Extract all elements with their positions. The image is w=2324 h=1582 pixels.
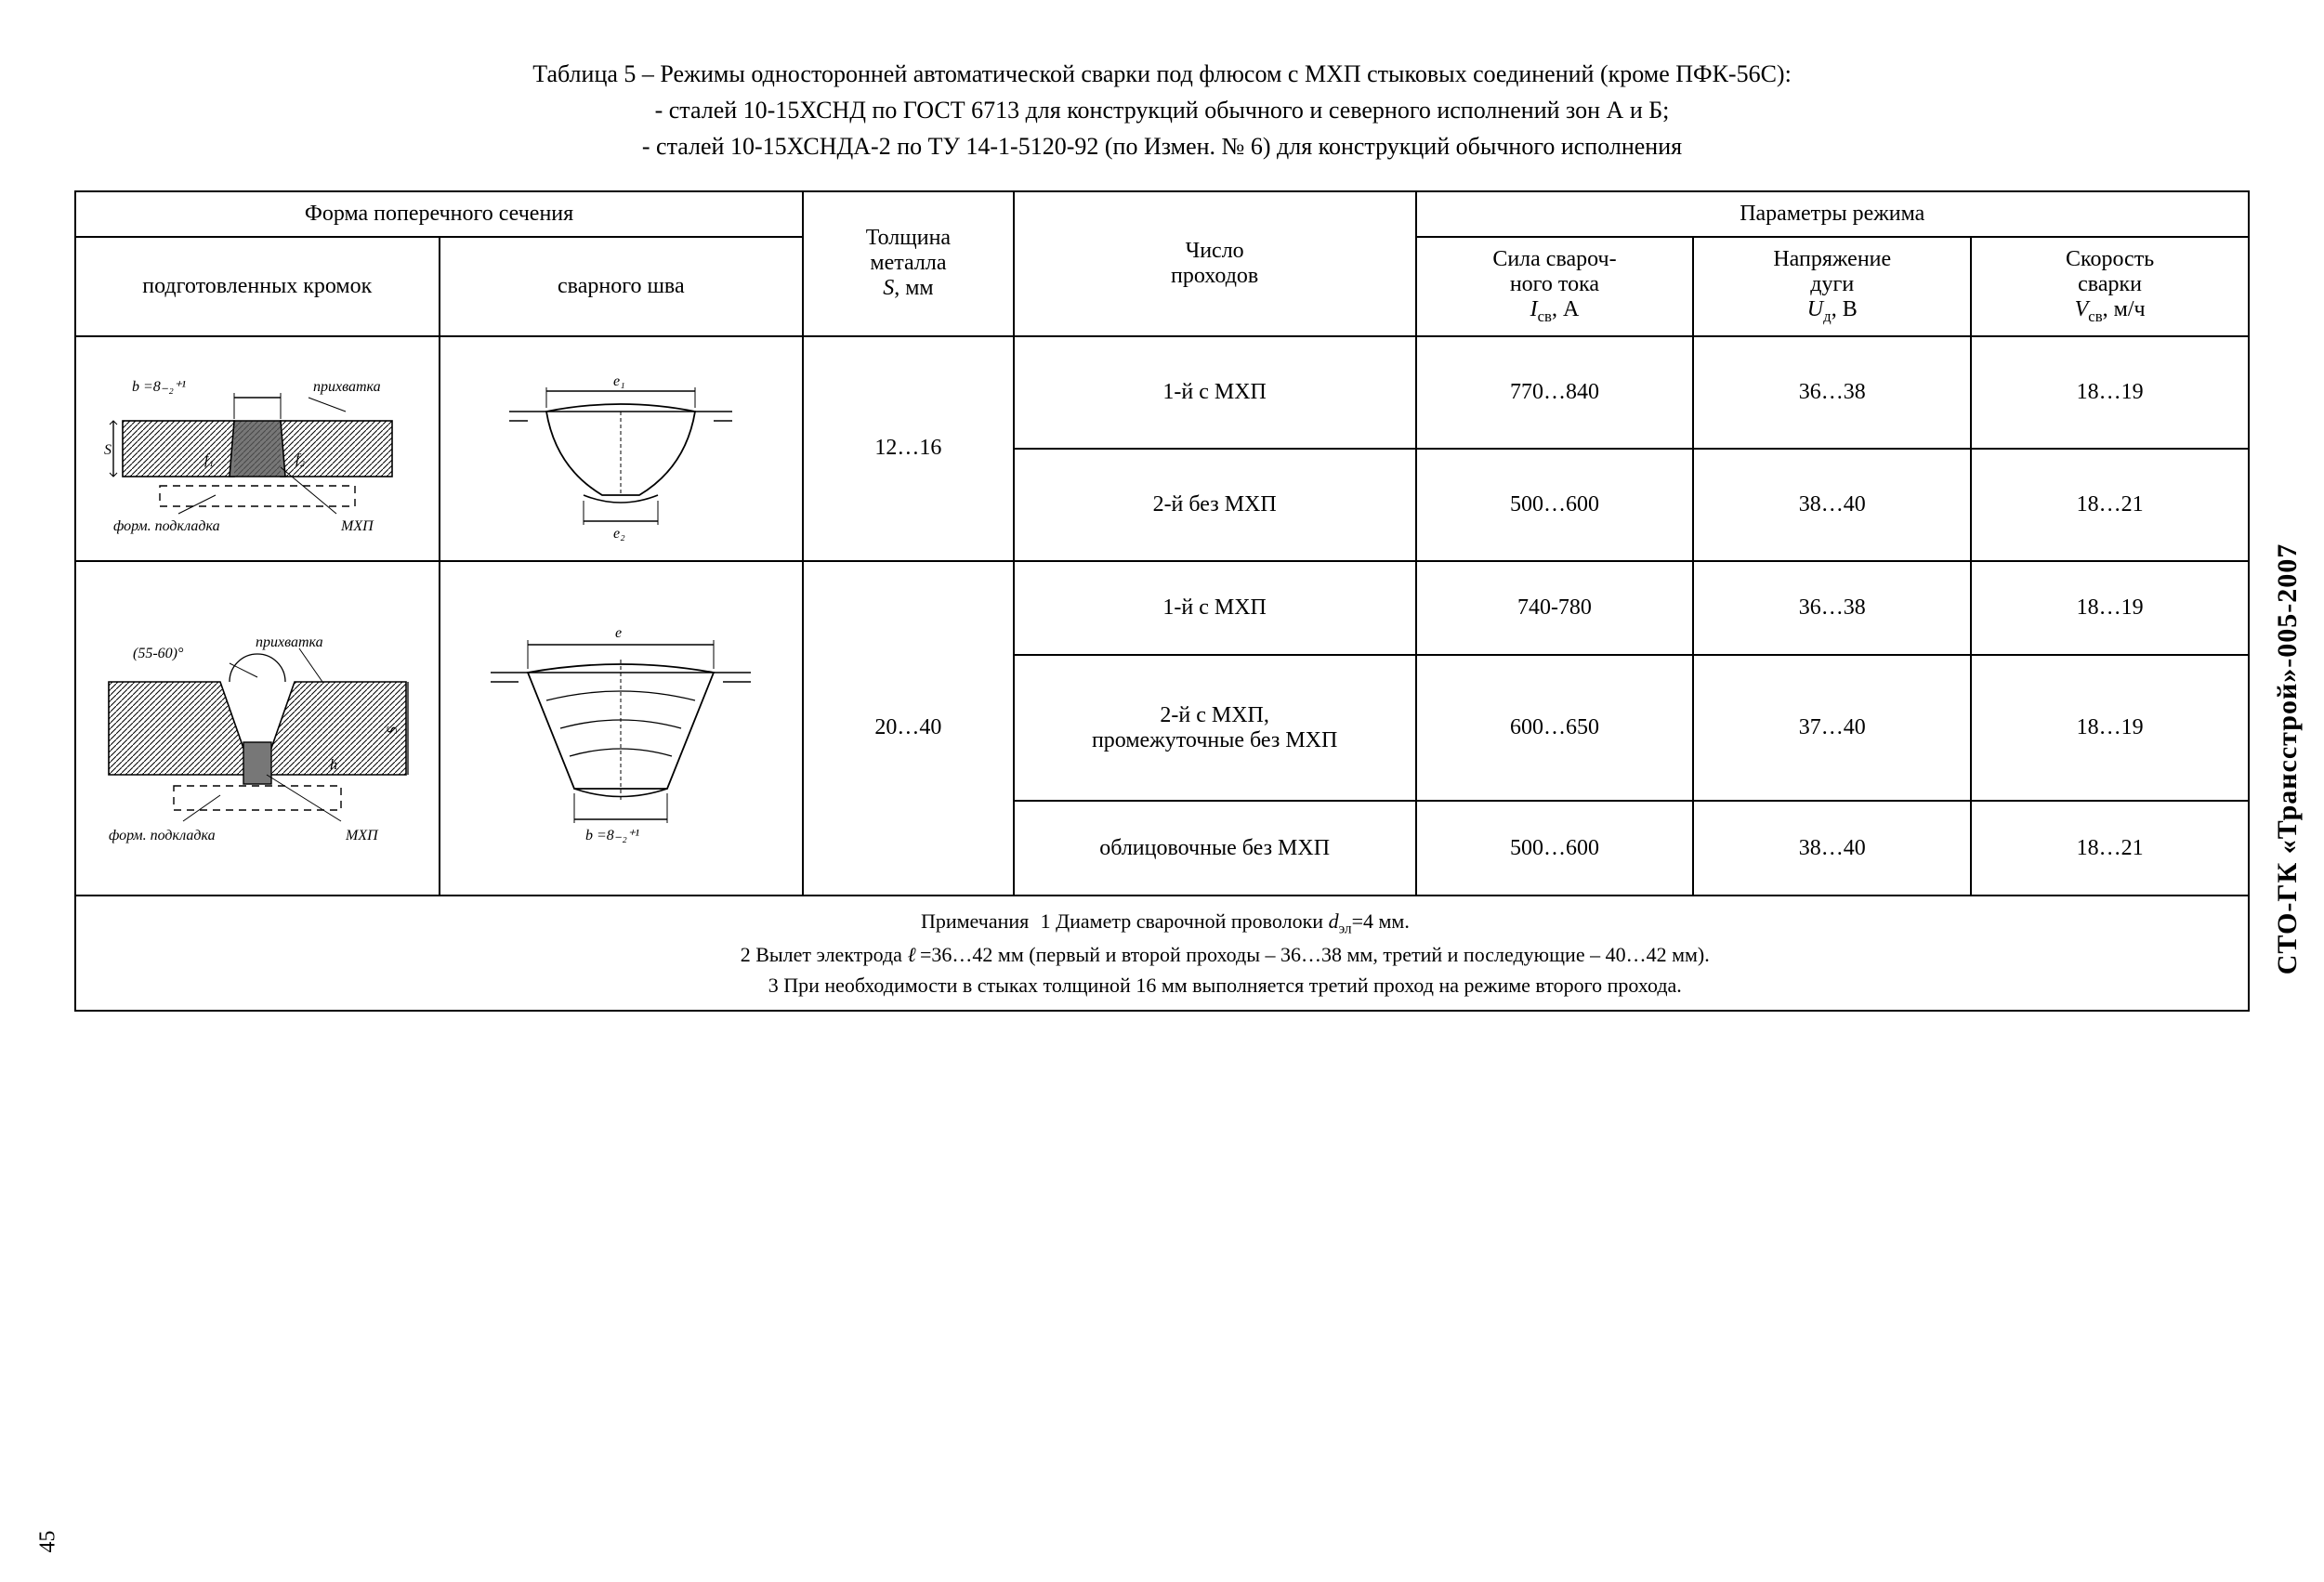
header-prep-edges: подготовленных кромок (75, 237, 440, 336)
document-code-sidebar: СТО-ГК «Трансстрой»-005-2007 (2272, 543, 2304, 974)
svg-text:форм. подкладка: форм. подкладка (109, 828, 216, 843)
cell-thickness-1: 12…16 (803, 336, 1014, 561)
header-thickness: Толщина металла S, мм (803, 191, 1014, 336)
cell-voltage-1-2: 38…40 (1693, 449, 1971, 561)
cell-current-1-1: 770…840 (1416, 336, 1694, 449)
svg-text:МХП: МХП (340, 518, 374, 534)
caption-line-1: Таблица 5 – Режимы односторонней автомат… (74, 56, 2250, 92)
cell-current-2-3: 500…600 (1416, 801, 1694, 895)
cell-pass-1-2: 2-й без МХП (1014, 449, 1416, 561)
header-speed: Скорость сварки Vсв, м/ч (1971, 237, 2249, 336)
diagram-weld-1: e₁ e₂ (440, 336, 804, 561)
svg-text:f₁: f₁ (204, 451, 214, 467)
cell-pass-1-1: 1-й с МХП (1014, 336, 1416, 449)
cell-voltage-2-2: 37…40 (1693, 655, 1971, 801)
caption-line-3: - сталей 10-15ХСНДА-2 по ТУ 14-1-5120-92… (74, 128, 2250, 164)
svg-text:S: S (385, 726, 400, 734)
svg-text:S: S (104, 442, 112, 458)
header-current: Сила свароч- ного тока Iсв, А (1416, 237, 1694, 336)
cell-voltage-2-1: 36…38 (1693, 561, 1971, 655)
header-voltage: Напряжение дуги Uд, В (1693, 237, 1971, 336)
cell-pass-2-2: 2-й с МХП, промежуточные без МХП (1014, 655, 1416, 801)
cell-speed-2-2: 18…19 (1971, 655, 2249, 801)
cell-current-1-2: 500…600 (1416, 449, 1694, 561)
header-shape: Форма поперечного сечения (75, 191, 803, 237)
welding-modes-table: Форма поперечного сечения Толщина металл… (74, 190, 2250, 1012)
cell-current-2-2: 600…650 (1416, 655, 1694, 801)
svg-text:e₁: e₁ (613, 373, 625, 389)
svg-text:e₂: e₂ (613, 526, 625, 542)
svg-text:b =8₋₂⁺¹: b =8₋₂⁺¹ (585, 828, 639, 843)
notes-row: Примечания 1 Диаметр сварочной проволоки… (75, 896, 2249, 1012)
cell-voltage-2-3: 38…40 (1693, 801, 1971, 895)
svg-text:МХП: МХП (345, 828, 379, 843)
cell-pass-2-3: облицовочные без МХП (1014, 801, 1416, 895)
diagram-prep-1: b =8₋₂⁺¹ прихватка S f₁ f₂ форм. подклад… (75, 336, 440, 561)
cell-speed-2-3: 18…21 (1971, 801, 2249, 895)
svg-text:прихватка: прихватка (313, 379, 381, 395)
cell-speed-1-1: 18…19 (1971, 336, 2249, 449)
page-number: 45 (36, 1531, 61, 1553)
svg-text:e: e (615, 625, 622, 641)
svg-text:(55-60)°: (55-60)° (133, 646, 184, 661)
cell-pass-2-1: 1-й с МХП (1014, 561, 1416, 655)
svg-text:прихватка: прихватка (256, 634, 323, 650)
cell-current-2-1: 740-780 (1416, 561, 1694, 655)
cell-voltage-1-1: 36…38 (1693, 336, 1971, 449)
header-passes: Число проходов (1014, 191, 1416, 336)
svg-text:f₂: f₂ (295, 451, 305, 467)
table-caption: Таблица 5 – Режимы односторонней автомат… (74, 56, 2250, 164)
cell-speed-2-1: 18…19 (1971, 561, 2249, 655)
svg-text:форм. подкладка: форм. подкладка (113, 518, 220, 534)
diagram-prep-2: (55-60)° прихватка S h форм. подкладка М… (75, 561, 440, 896)
diagram-weld-2: e b =8₋₂⁺¹ (440, 561, 804, 896)
svg-text:b =8₋₂⁺¹: b =8₋₂⁺¹ (132, 379, 186, 395)
cell-speed-1-2: 18…21 (1971, 449, 2249, 561)
caption-line-2: - сталей 10-15ХСНД по ГОСТ 6713 для конс… (74, 92, 2250, 128)
header-params: Параметры режима (1416, 191, 2249, 237)
header-weld-seam: сварного шва (440, 237, 804, 336)
svg-text:h: h (330, 757, 337, 773)
cell-thickness-2: 20…40 (803, 561, 1014, 896)
